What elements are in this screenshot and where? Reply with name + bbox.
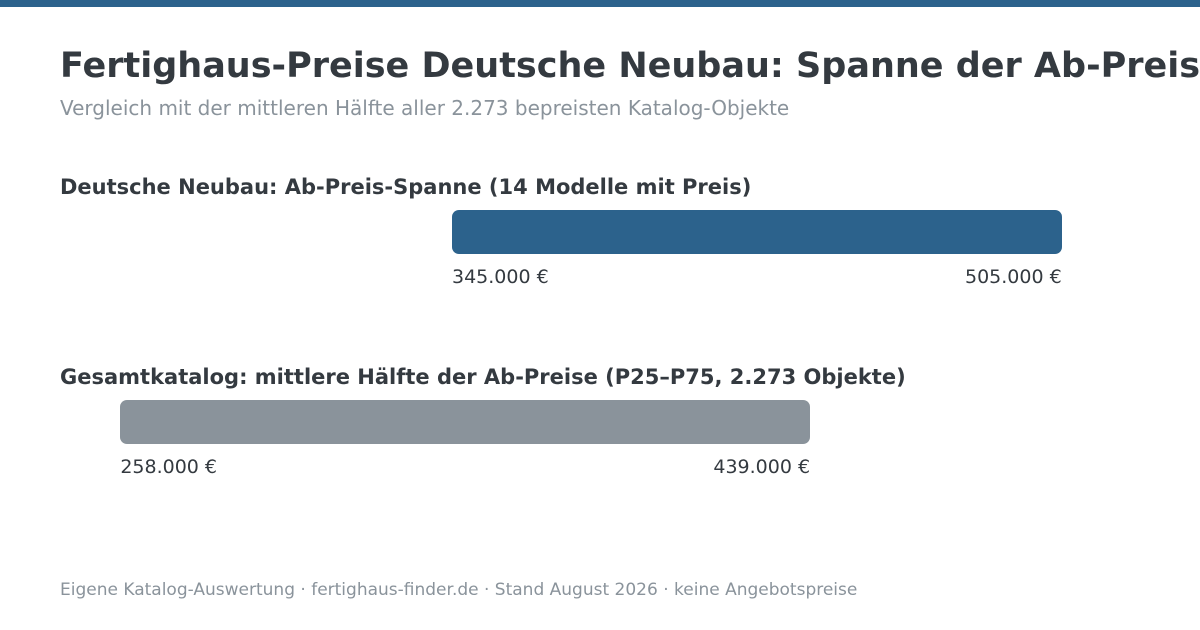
range-bar-gesamtkatalog bbox=[120, 400, 811, 444]
range-label-gesamtkatalog: Gesamtkatalog: mittlere Hälfte der Ab-Pr… bbox=[60, 365, 906, 389]
footer-note: Eigene Katalog-Auswertung · fertighaus-f… bbox=[60, 580, 858, 600]
range-label-deutsche-neubau: Deutsche Neubau: Ab-Preis-Spanne (14 Mod… bbox=[60, 175, 752, 199]
range-max-label-deutsche-neubau: 505.000 € bbox=[965, 266, 1062, 288]
chart-subtitle: Vergleich mit der mittleren Hälfte aller… bbox=[60, 96, 790, 120]
range-min-label-gesamtkatalog: 258.000 € bbox=[120, 456, 218, 478]
range-bar-deutsche-neubau bbox=[452, 210, 1062, 254]
range-min-label-deutsche-neubau: 345.000 € bbox=[452, 266, 549, 288]
top-accent-bar bbox=[0, 0, 1200, 7]
range-max-label-gesamtkatalog: 439.000 € bbox=[713, 456, 811, 478]
chart-title: Fertighaus-Preise Deutsche Neubau: Spann… bbox=[60, 46, 1200, 86]
